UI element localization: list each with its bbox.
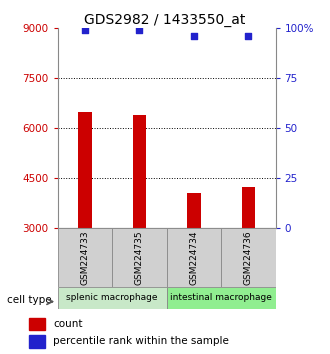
Point	[137, 28, 142, 33]
Point	[246, 34, 251, 39]
Point	[82, 28, 88, 33]
Bar	[167, 228, 221, 287]
Bar	[133, 115, 146, 228]
Bar	[29, 335, 45, 348]
Bar	[58, 287, 167, 309]
Text: GSM224734: GSM224734	[189, 230, 198, 285]
Text: cell type: cell type	[7, 295, 51, 305]
Bar	[58, 228, 112, 287]
Bar	[242, 187, 255, 228]
Text: GSM224735: GSM224735	[135, 230, 144, 285]
Bar	[221, 228, 276, 287]
Point	[191, 34, 197, 39]
Bar	[112, 228, 167, 287]
Text: GSM224733: GSM224733	[81, 230, 89, 285]
Text: intestinal macrophage: intestinal macrophage	[170, 293, 272, 302]
Bar	[167, 287, 276, 309]
Text: GDS2982 / 1433550_at: GDS2982 / 1433550_at	[84, 13, 246, 28]
Text: percentile rank within the sample: percentile rank within the sample	[53, 336, 229, 346]
Bar	[29, 318, 45, 330]
Text: splenic macrophage: splenic macrophage	[66, 293, 158, 302]
Text: GSM224736: GSM224736	[244, 230, 253, 285]
Bar	[78, 112, 92, 228]
Bar	[187, 193, 201, 228]
Text: count: count	[53, 319, 82, 329]
